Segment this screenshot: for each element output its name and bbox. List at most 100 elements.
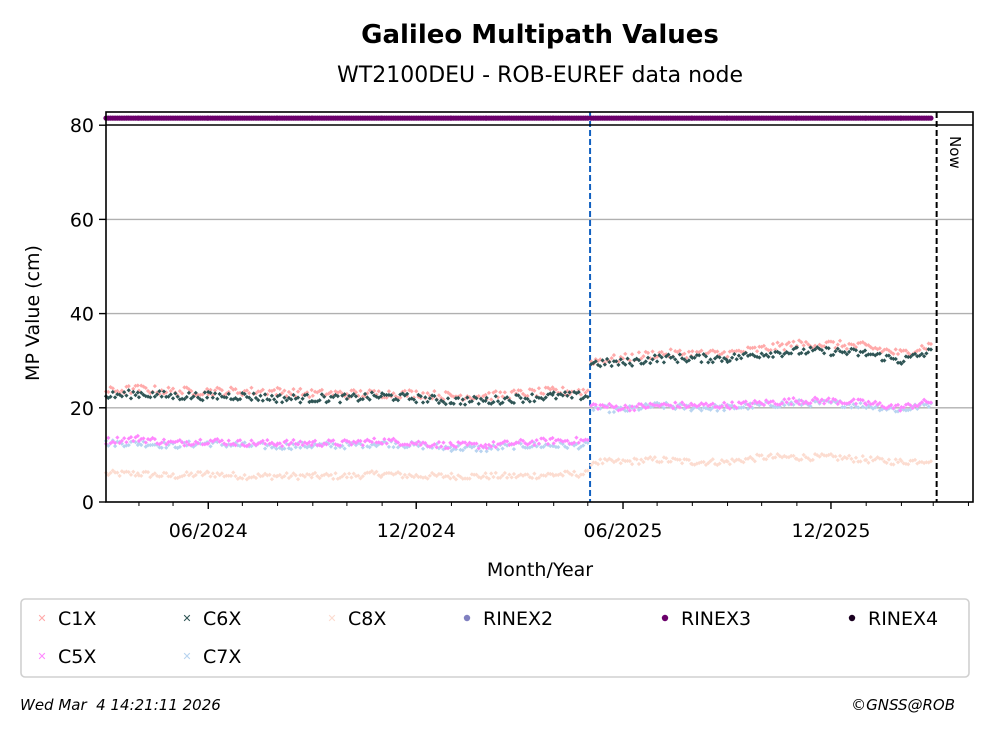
data-point (212, 474, 218, 480)
data-point (423, 440, 428, 446)
data-point (856, 459, 861, 464)
legend-marker-dot-icon (848, 614, 856, 622)
data-point (879, 358, 885, 363)
data-point (489, 446, 494, 451)
data-point (908, 354, 913, 359)
legend-marker-x-icon: ✕ (182, 612, 191, 625)
data-point (710, 401, 715, 406)
data-point (474, 448, 479, 453)
data-point (895, 460, 901, 465)
data-point (668, 403, 673, 408)
data-point (170, 396, 176, 401)
data-point (541, 391, 546, 397)
legend-label: RINEX2 (483, 608, 553, 630)
legend-item-rinex4: RINEX4 (848, 608, 938, 630)
data-point (766, 354, 771, 359)
data-point (386, 389, 392, 394)
data-point (701, 459, 706, 465)
data-point (682, 351, 687, 356)
data-point (532, 388, 537, 393)
data-point (686, 404, 692, 409)
data-point (231, 470, 236, 475)
data-point (249, 397, 254, 402)
data-point (917, 347, 922, 353)
data-point (901, 405, 906, 410)
data-point (611, 352, 617, 358)
data-point (551, 441, 556, 446)
data-point (439, 444, 444, 449)
data-point (607, 359, 612, 365)
data-point (627, 361, 632, 366)
data-point (411, 397, 417, 402)
data-point (757, 344, 762, 349)
data-point (677, 405, 682, 410)
data-point (893, 356, 898, 362)
data-point (500, 400, 505, 405)
data-point (600, 461, 605, 466)
data-point (915, 406, 920, 411)
data-point (460, 397, 465, 402)
series-c5x (103, 395, 934, 451)
data-point (295, 395, 301, 400)
data-point (131, 389, 136, 394)
data-point (856, 353, 861, 358)
data-point (367, 397, 372, 402)
data-point (135, 433, 140, 439)
data-point (502, 439, 507, 444)
data-point (639, 457, 644, 462)
data-point (289, 447, 294, 452)
data-point (298, 386, 303, 391)
data-point (309, 387, 314, 393)
data-point (864, 402, 869, 407)
data-point (133, 473, 138, 478)
data-point (224, 442, 229, 447)
data-point (253, 475, 259, 481)
data-point (543, 473, 548, 479)
data-point (307, 439, 312, 445)
footer-copyright: ©GNSS@ROB (851, 696, 955, 714)
data-point (616, 457, 621, 462)
data-point (483, 471, 488, 476)
data-point (328, 472, 334, 477)
data-point (719, 404, 724, 409)
data-point (585, 440, 590, 445)
data-point (812, 347, 818, 352)
data-point (578, 472, 584, 477)
data-point (677, 352, 682, 357)
data-point (516, 393, 521, 398)
data-point (690, 407, 695, 412)
data-point (493, 470, 498, 476)
data-point (445, 396, 451, 401)
data-point (177, 388, 182, 394)
data-point (652, 455, 657, 460)
data-point (639, 361, 644, 366)
data-point (891, 351, 896, 356)
data-point (504, 395, 510, 400)
data-point (460, 440, 465, 445)
data-point (139, 473, 144, 478)
data-point (395, 398, 401, 403)
data-point (139, 442, 144, 448)
data-point (703, 354, 709, 359)
data-point (532, 399, 537, 404)
data-point (847, 453, 852, 458)
data-point (382, 436, 387, 442)
data-point (133, 393, 138, 398)
data-point (242, 472, 247, 478)
data-point (677, 348, 682, 353)
data-point (562, 469, 568, 474)
data-point (384, 395, 389, 400)
data-point (441, 399, 446, 405)
data-point (177, 444, 182, 449)
data-point (509, 475, 514, 480)
data-point (300, 396, 305, 401)
data-point (414, 472, 419, 477)
data-point (166, 394, 171, 399)
data-point (453, 444, 459, 450)
data-point (803, 399, 809, 404)
data-point (226, 391, 231, 397)
data-point (567, 390, 572, 395)
data-point (670, 406, 676, 411)
series-c6x (103, 345, 934, 407)
data-point (448, 476, 453, 481)
